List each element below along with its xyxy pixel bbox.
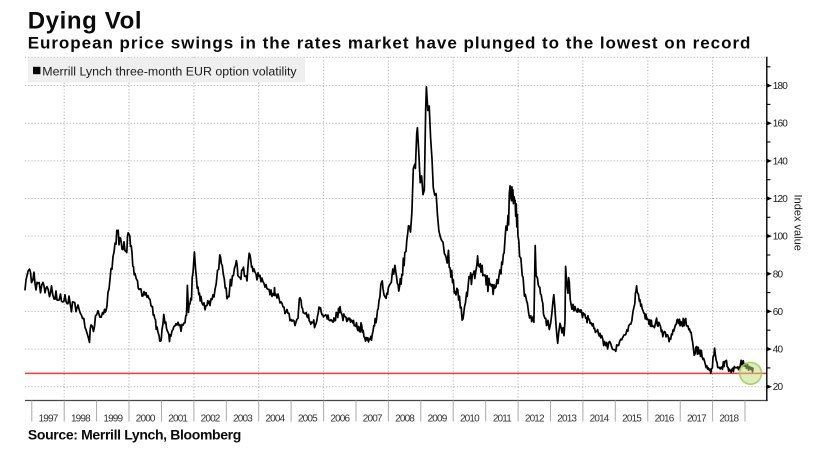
svg-text:2003: 2003 (233, 413, 253, 424)
svg-text:2013: 2013 (557, 413, 577, 424)
svg-text:Source: Merrill Lynch, Bloombe: Source: Merrill Lynch, Bloomberg (28, 426, 241, 442)
svg-text:2010: 2010 (460, 413, 480, 424)
svg-text:2009: 2009 (428, 413, 448, 424)
svg-text:1998: 1998 (71, 413, 91, 424)
svg-text:2007: 2007 (363, 413, 383, 424)
svg-text:2018: 2018 (719, 413, 739, 424)
svg-text:European price swings in the r: European price swings in the rates marke… (28, 34, 752, 53)
svg-text:40: 40 (773, 345, 784, 356)
svg-text:2017: 2017 (687, 413, 707, 424)
svg-text:2015: 2015 (622, 413, 642, 424)
svg-text:Index value: Index value (792, 195, 804, 251)
svg-text:Dying Vol: Dying Vol (28, 8, 142, 35)
svg-text:80: 80 (773, 269, 784, 280)
svg-text:1999: 1999 (103, 413, 123, 424)
svg-text:Merrill Lynch three-month EUR: Merrill Lynch three-month EUR option vol… (42, 64, 297, 78)
svg-text:2005: 2005 (298, 413, 318, 424)
svg-text:2002: 2002 (201, 413, 221, 424)
svg-text:2012: 2012 (525, 413, 545, 424)
svg-text:180: 180 (773, 81, 789, 92)
svg-text:160: 160 (773, 119, 789, 130)
svg-text:20: 20 (773, 382, 784, 393)
svg-text:140: 140 (773, 156, 789, 167)
svg-text:2008: 2008 (395, 413, 415, 424)
svg-text:120: 120 (773, 194, 789, 205)
svg-text:60: 60 (773, 307, 784, 318)
svg-text:2004: 2004 (265, 413, 285, 424)
svg-text:2001: 2001 (168, 413, 188, 424)
svg-text:2006: 2006 (330, 413, 350, 424)
svg-text:100: 100 (773, 232, 789, 243)
svg-text:2011: 2011 (493, 413, 512, 424)
svg-text:2014: 2014 (590, 413, 610, 424)
svg-text:2000: 2000 (136, 413, 156, 424)
svg-text:2016: 2016 (655, 413, 675, 424)
svg-text:1997: 1997 (39, 413, 59, 424)
